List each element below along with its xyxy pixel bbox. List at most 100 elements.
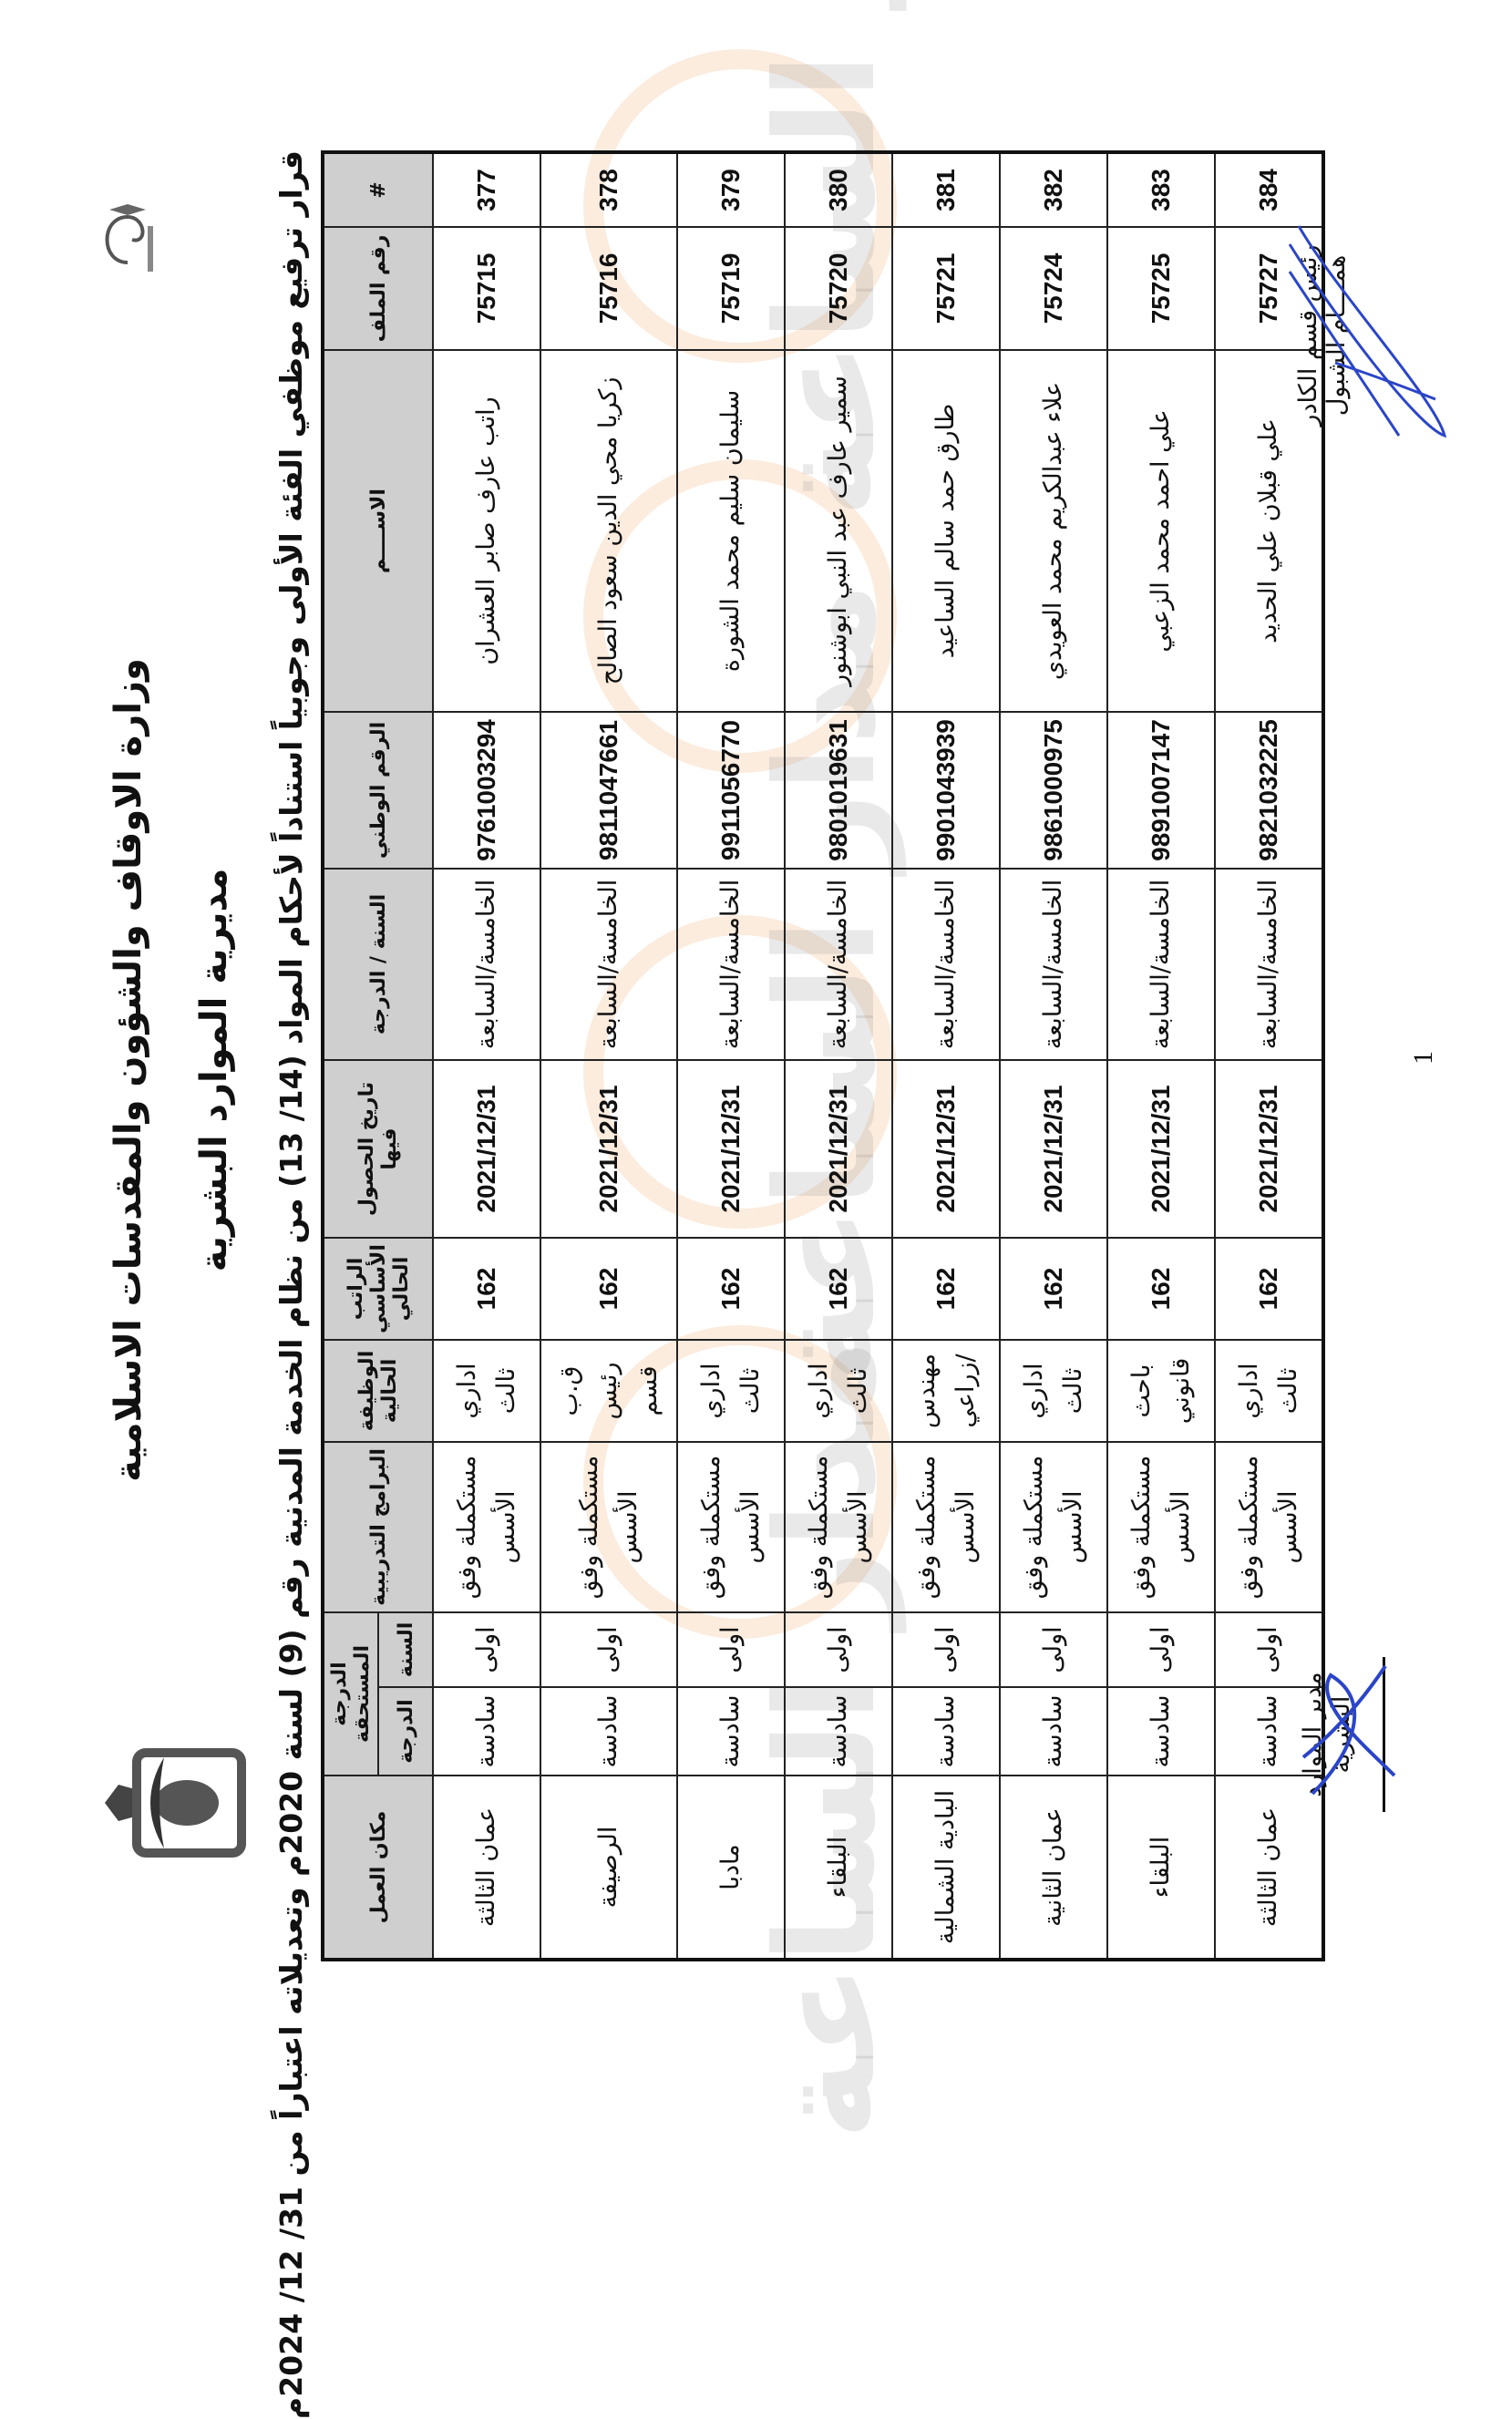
cell-degree: سادسة (785, 1686, 892, 1776)
col-header-date: تاريخ الحصول فيها (323, 1059, 433, 1238)
cell-num: 380 (785, 151, 892, 227)
cell-degree: سادسة (540, 1686, 677, 1776)
cell-programs: مستكملة وفق الأسس (433, 1441, 540, 1612)
cell-programs: مستكملة وفق الأسس (1215, 1441, 1323, 1612)
cell-job: باحث قانوني (1107, 1339, 1215, 1442)
cell-salary: 162 (785, 1237, 892, 1340)
cell-programs: مستكملة وفق الأسس (892, 1441, 1000, 1612)
cell-degree: سادسة (892, 1686, 1000, 1776)
cell-name: راتب عارف صابر العشران (433, 349, 540, 712)
cell-year: اولى (892, 1611, 1000, 1687)
cell-year: اولى (1107, 1611, 1215, 1687)
cell-name: علاء عبدالكريم محمد العويدي (1000, 349, 1107, 712)
cell-date: 2021/12/31 (892, 1059, 1000, 1238)
cell-salary: 162 (892, 1237, 1000, 1340)
ministry-title: وزارة الاوقاف والشؤون والمقدسات الاسلامي… (108, 658, 149, 1482)
col-header-programs: البرامج التدريبية (323, 1441, 433, 1612)
cell-date: 2021/12/31 (677, 1059, 785, 1238)
decision-title: قرار ترفيع موظفي الفئة الأولى وجوبياً اس… (273, 150, 309, 2419)
cell-year-grade: الخامسة/السابعة (785, 868, 892, 1060)
cell-job: اداري ثالث (1000, 1339, 1107, 1442)
page-number: 1 (1408, 1051, 1438, 1065)
cell-programs: مستكملة وفق الأسس (540, 1441, 677, 1612)
col-header-due-grade: الدرجة المستحقة (323, 1611, 378, 1776)
cell-location: الرصيفة (540, 1776, 677, 1960)
cell-num: 377 (433, 151, 540, 227)
cell-year-grade: الخامسة/السابعة (540, 868, 677, 1060)
cell-national-id: 9891007147 (1107, 711, 1215, 869)
cell-year: اولى (1000, 1611, 1107, 1687)
col-header-job: الوظيفة الحالية (323, 1339, 433, 1442)
cell-year-grade: الخامسة/السابعة (1215, 868, 1323, 1060)
cell-salary: 162 (540, 1237, 677, 1340)
cell-num: 379 (677, 151, 785, 227)
cell-location: عمان الثانية (1000, 1776, 1107, 1960)
table-row: 378 75716 زكريا محي الدين سعود الصالح 98110… (540, 151, 677, 1960)
cell-degree: سادسة (1107, 1686, 1215, 1776)
table-row: 377 75715 راتب عارف صابر العشران 9761003294… (433, 151, 540, 1960)
cell-salary: 162 (677, 1237, 785, 1340)
handwritten-signature (1301, 1664, 1396, 1796)
cell-name: علي احمد محمد الزعبي (1107, 349, 1215, 712)
cell-degree: سادسة (433, 1686, 540, 1776)
table-row: 381 75721 طارق حمد سالم الساعيد 9901043939 ا… (892, 151, 1000, 1960)
promotion-table: # رقم الملف الاســــم الرقم الوطني السنة… (321, 149, 1325, 1961)
cell-date: 2021/12/31 (1107, 1059, 1215, 1238)
cell-year-grade: الخامسة/السابعة (677, 868, 785, 1060)
table-row: 383 75725 علي احمد محمد الزعبي 9891007147 ال… (1107, 151, 1215, 1960)
col-header-national-id: الرقم الوطني (323, 711, 433, 869)
col-header-location: مكان العمل (323, 1776, 433, 1960)
cell-location: البلقاء (785, 1776, 892, 1960)
table-row: 379 75719 سليمان سليم محمد الشورة 991105677… (677, 151, 785, 1960)
cell-national-id: 9911056770 (677, 711, 785, 869)
royal-crown-emblem (105, 1748, 246, 1858)
directorate-title: مديرية الموارد البشرية (193, 868, 235, 1272)
cell-year: اولى (785, 1611, 892, 1687)
cell-programs: مستكملة وفق الأسس (785, 1441, 892, 1612)
col-header-year-grade: السنة / الدرجة (323, 868, 433, 1060)
cell-file: 75721 (892, 226, 1000, 350)
cell-name: زكريا محي الدين سعود الصالح (540, 349, 677, 712)
cell-degree: سادسة (1000, 1686, 1107, 1776)
cell-job: اداري ثالث (677, 1339, 785, 1442)
cell-location: عمان الثالثة (433, 1776, 540, 1960)
handwritten-signature (1288, 225, 1447, 438)
cell-salary: 162 (1215, 1237, 1323, 1340)
cell-salary: 162 (1107, 1237, 1215, 1340)
cell-name: طارق حمد سالم الساعيد (892, 349, 1000, 712)
cell-year: اولى (540, 1611, 677, 1687)
cell-national-id: 9861000975 (1000, 711, 1107, 869)
cell-salary: 162 (433, 1237, 540, 1340)
col-header-file: رقم الملف (323, 226, 433, 350)
cell-salary: 162 (1000, 1237, 1107, 1340)
cell-location: البادية الشمالية (892, 1776, 1000, 1960)
cell-date: 2021/12/31 (785, 1059, 892, 1238)
cell-year-grade: الخامسة/السابعة (433, 868, 540, 1060)
cell-national-id: 9901043939 (892, 711, 1000, 869)
table-row: 380 75720 سمير عارف عبد النبي ابوشنور 98010… (785, 151, 892, 1960)
cell-year: اولى (433, 1611, 540, 1687)
table-row: 382 75724 علاء عبدالكريم محمد العويدي 98610… (1000, 151, 1107, 1960)
cell-degree: سادسة (677, 1686, 785, 1776)
cell-date: 2021/12/31 (540, 1059, 677, 1238)
cell-year-grade: الخامسة/السابعة (1000, 868, 1107, 1060)
cell-year-grade: الخامسة/السابعة (892, 868, 1000, 1060)
rotated-document-page: مدار الساعة مدار الساعة مدار الساعة وزار… (105, 0, 1447, 2419)
cell-date: 2021/12/31 (1215, 1059, 1323, 1238)
cell-num: 381 (892, 151, 1000, 227)
cell-date: 2021/12/31 (433, 1059, 540, 1238)
cell-year: اولى (677, 1611, 785, 1687)
cell-job: مهندس /زراعي (892, 1339, 1000, 1442)
cell-job: ق.ب رئيس قسم (540, 1339, 677, 1442)
cell-programs: مستكملة وفق الأسس (1000, 1441, 1107, 1612)
cell-location: مادبا (677, 1776, 785, 1960)
cell-job: اداري ثالث (785, 1339, 892, 1442)
cell-national-id: 9821032225 (1215, 711, 1323, 869)
cell-year-grade: الخامسة/السابعة (1107, 868, 1215, 1060)
cell-date: 2021/12/31 (1000, 1059, 1107, 1238)
cell-file: 75716 (540, 226, 677, 350)
cell-national-id: 9801019631 (785, 711, 892, 869)
cell-national-id: 9811047661 (540, 711, 677, 869)
cell-num: 382 (1000, 151, 1107, 227)
cell-file: 75725 (1107, 226, 1215, 350)
